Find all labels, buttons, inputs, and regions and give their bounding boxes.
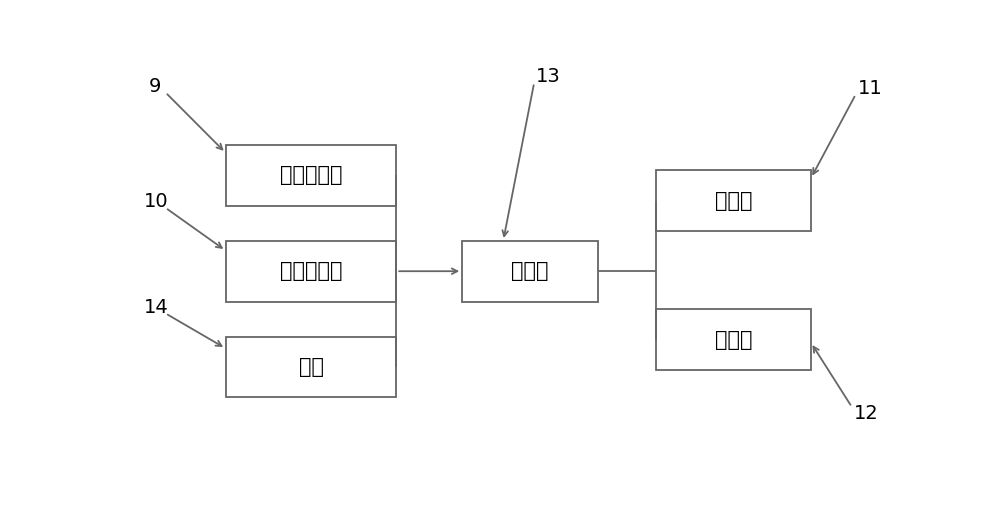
Bar bbox=[656, 309, 811, 370]
Text: 烘干机: 烘干机 bbox=[715, 191, 752, 211]
Text: 9: 9 bbox=[148, 77, 161, 96]
Text: 制冷机: 制冷机 bbox=[715, 330, 752, 350]
Bar bbox=[462, 241, 598, 302]
Text: 温度感应器: 温度感应器 bbox=[280, 166, 342, 185]
Text: 10: 10 bbox=[144, 192, 169, 211]
Bar bbox=[226, 145, 396, 206]
Text: 13: 13 bbox=[536, 67, 560, 86]
Bar bbox=[226, 337, 396, 397]
Text: 按键: 按键 bbox=[298, 357, 324, 377]
Bar bbox=[656, 171, 811, 231]
Text: 湿度感应器: 湿度感应器 bbox=[280, 261, 342, 281]
Text: 14: 14 bbox=[144, 298, 169, 317]
Text: 12: 12 bbox=[854, 403, 878, 423]
Text: 11: 11 bbox=[857, 79, 882, 98]
Bar bbox=[226, 241, 396, 302]
Text: 控制器: 控制器 bbox=[511, 261, 549, 281]
